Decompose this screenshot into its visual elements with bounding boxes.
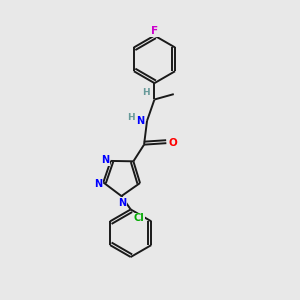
Text: Cl: Cl (134, 213, 144, 224)
Text: H: H (142, 88, 150, 98)
Text: H: H (127, 113, 134, 122)
Text: O: O (169, 138, 177, 148)
Text: N: N (118, 198, 126, 208)
Text: N: N (101, 155, 110, 165)
Text: F: F (151, 26, 158, 36)
Text: N: N (94, 178, 102, 189)
Text: N: N (136, 116, 145, 127)
